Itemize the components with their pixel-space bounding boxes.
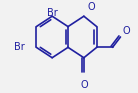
Text: Br: Br — [47, 8, 58, 18]
Text: Br: Br — [14, 42, 24, 52]
Text: O: O — [122, 26, 130, 36]
Text: O: O — [88, 2, 95, 12]
Text: O: O — [80, 80, 88, 90]
